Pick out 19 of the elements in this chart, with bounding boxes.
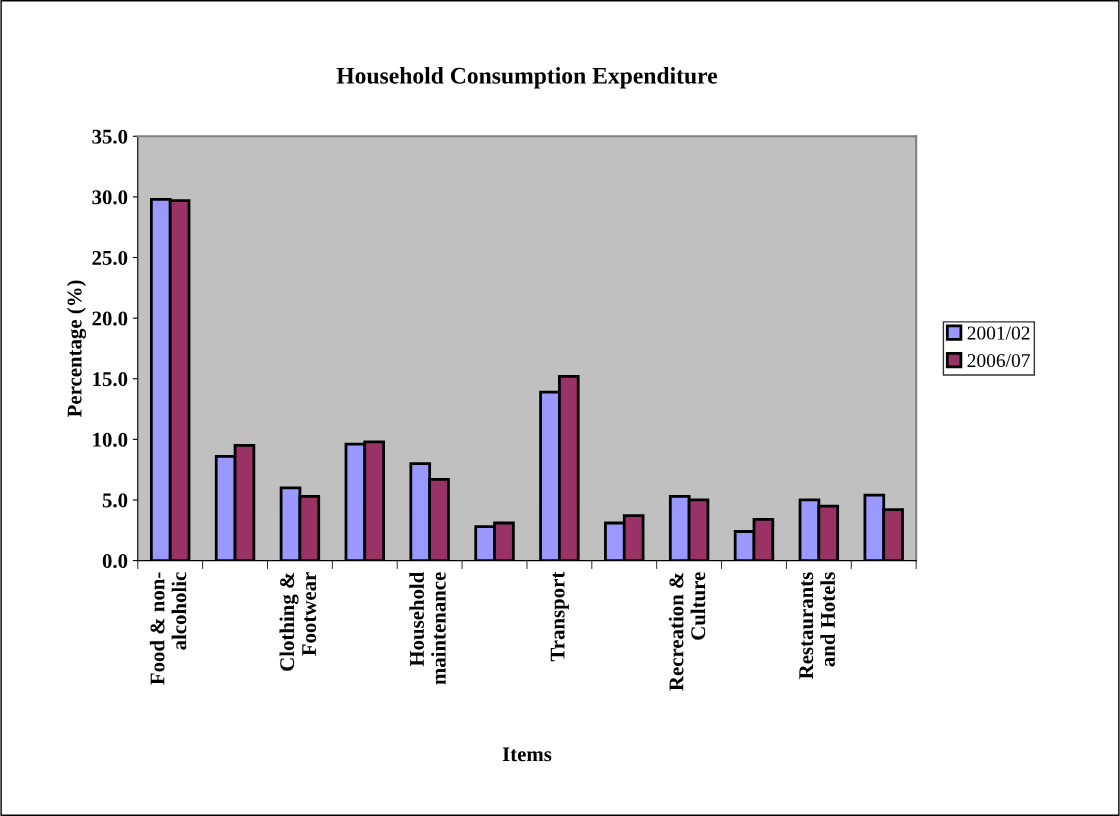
chart-title: Household Consumption Expenditure (336, 67, 718, 89)
x-tick-label: Transport (550, 571, 569, 662)
x-tick-label: Clothing & Footwear (279, 572, 317, 671)
x-tick-label: Recreation & Culture (668, 572, 706, 691)
y-tick-label: 0.0 (102, 553, 128, 569)
y-tick-label: 35.0 (92, 129, 128, 144)
x-axis-title: Items (502, 747, 552, 762)
x-tick-label: Food & non- alcoholic (149, 572, 187, 685)
x-tick-label: Restaurants and Hotels (799, 572, 835, 679)
y-tick-label: 20.0 (92, 311, 128, 326)
y-tick-label: 10.0 (93, 432, 128, 447)
legend-label: 2001/02 (967, 326, 1030, 340)
legend-label: 2006/07 (967, 353, 1030, 368)
x-tick-label: Household maintenance (409, 571, 446, 685)
y-tick-label: 15.0 (93, 372, 128, 387)
y-tick-label: 30.0 (92, 190, 128, 205)
y-tick-label: 25.0 (92, 250, 128, 266)
y-axis-title: Percentage (%) (66, 280, 87, 418)
y-tick-label: 5.0 (102, 493, 128, 508)
